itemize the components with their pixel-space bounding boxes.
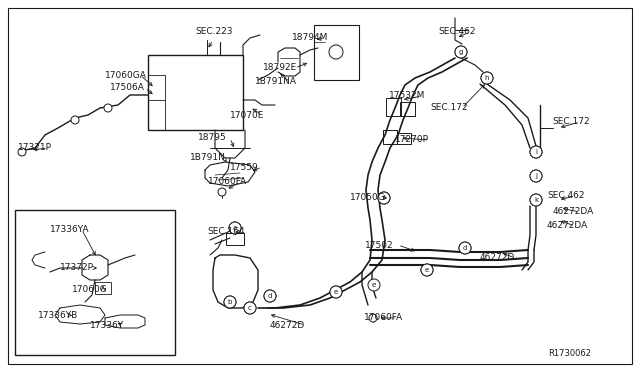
Circle shape — [244, 302, 256, 314]
Text: 46272D: 46272D — [480, 253, 515, 263]
Text: 17060FA: 17060FA — [364, 314, 403, 323]
Circle shape — [244, 302, 256, 314]
Circle shape — [455, 46, 467, 58]
Circle shape — [459, 242, 471, 254]
Circle shape — [378, 192, 390, 204]
Circle shape — [421, 264, 433, 276]
Text: 18794M: 18794M — [292, 33, 328, 42]
Circle shape — [218, 188, 226, 196]
Circle shape — [530, 146, 542, 158]
Text: 46272DA: 46272DA — [547, 221, 588, 231]
Circle shape — [224, 296, 236, 308]
Text: 1B791N: 1B791N — [190, 154, 226, 163]
Text: k: k — [534, 197, 538, 203]
Text: 18795: 18795 — [198, 134, 227, 142]
Circle shape — [330, 286, 342, 298]
Text: 17559: 17559 — [230, 163, 259, 171]
Text: c: c — [248, 305, 252, 311]
Text: 46272D: 46272D — [270, 321, 305, 330]
Circle shape — [368, 279, 380, 291]
Text: 17060FA: 17060FA — [208, 177, 247, 186]
Text: 17060G: 17060G — [72, 285, 108, 295]
Circle shape — [104, 104, 112, 112]
Text: 17506A: 17506A — [110, 83, 145, 93]
Text: 17336YA: 17336YA — [50, 225, 90, 234]
Bar — [95, 282, 111, 294]
Text: j: j — [535, 173, 537, 179]
Bar — [386, 98, 401, 116]
Circle shape — [329, 45, 343, 59]
Circle shape — [229, 222, 241, 234]
Circle shape — [530, 170, 542, 182]
Text: a: a — [233, 225, 237, 231]
Circle shape — [530, 194, 542, 206]
Circle shape — [369, 314, 377, 322]
Text: 17336YB: 17336YB — [38, 311, 78, 320]
Bar — [226, 233, 244, 245]
Text: e: e — [334, 289, 338, 295]
Bar — [383, 130, 397, 144]
Text: 17070E: 17070E — [230, 110, 264, 119]
Text: 17321P: 17321P — [18, 144, 52, 153]
Circle shape — [18, 148, 26, 156]
Circle shape — [264, 290, 276, 302]
Text: SEC.462: SEC.462 — [438, 28, 476, 36]
Text: e: e — [372, 282, 376, 288]
Circle shape — [481, 72, 493, 84]
Bar — [314, 25, 359, 80]
Text: SEC.164: SEC.164 — [207, 228, 244, 237]
Bar — [15, 210, 175, 355]
Text: 17532M: 17532M — [389, 92, 426, 100]
Circle shape — [530, 146, 542, 158]
Text: 46272DA: 46272DA — [553, 208, 595, 217]
Text: 17050G: 17050G — [350, 193, 386, 202]
Text: 17336Y: 17336Y — [90, 321, 124, 330]
Circle shape — [481, 72, 493, 84]
Circle shape — [330, 286, 342, 298]
Text: 18792E: 18792E — [263, 64, 297, 73]
Circle shape — [455, 46, 467, 58]
Text: f: f — [383, 195, 385, 201]
Text: h: h — [484, 75, 489, 81]
Text: 1B791NA: 1B791NA — [255, 77, 297, 87]
Bar — [397, 133, 411, 144]
Text: 17372P: 17372P — [60, 263, 94, 273]
Text: 17060GA: 17060GA — [105, 71, 147, 80]
Text: SEC.172: SEC.172 — [552, 118, 589, 126]
Circle shape — [264, 290, 276, 302]
Text: e: e — [425, 267, 429, 273]
Text: SEC.223: SEC.223 — [195, 28, 232, 36]
Text: i: i — [535, 149, 537, 155]
Text: b: b — [228, 299, 232, 305]
Bar — [148, 55, 243, 130]
Circle shape — [530, 194, 542, 206]
Circle shape — [71, 116, 79, 124]
Text: 17502: 17502 — [365, 241, 394, 250]
Circle shape — [378, 192, 390, 204]
Circle shape — [229, 222, 241, 234]
Circle shape — [459, 242, 471, 254]
Text: 17270P: 17270P — [395, 135, 429, 144]
Circle shape — [421, 264, 433, 276]
Circle shape — [530, 170, 542, 182]
Bar — [400, 102, 415, 116]
Text: d: d — [463, 245, 467, 251]
Text: SEC.172: SEC.172 — [430, 103, 468, 112]
Circle shape — [224, 296, 236, 308]
Text: SEC.462: SEC.462 — [547, 192, 584, 201]
Text: R1730062: R1730062 — [548, 350, 591, 359]
Text: g: g — [459, 49, 463, 55]
Text: d: d — [268, 293, 272, 299]
